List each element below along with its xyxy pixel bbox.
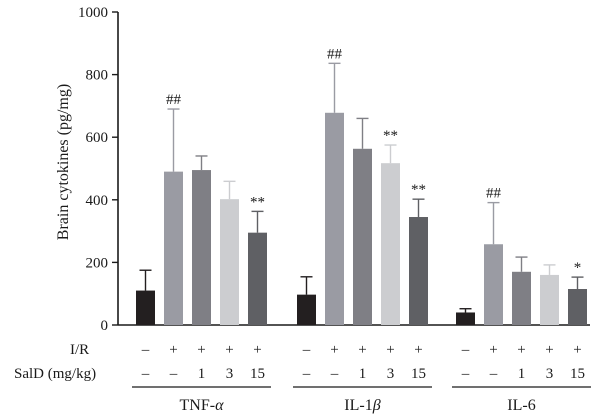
ir-row-value: – [461,342,470,358]
bar [381,163,400,325]
bars [136,62,587,325]
bar [297,294,316,325]
bar [512,271,531,325]
y-tick-label: 600 [86,130,109,146]
ir-row-value: + [197,342,205,358]
group-label: TNF-α [180,397,225,414]
y-tick-label: 1000 [78,5,108,21]
ir-row-value: + [414,342,422,358]
sald-row-value: 15 [570,366,585,382]
sald-row-value: – [141,366,150,382]
ir-row-value: + [489,342,497,358]
ir-row-value: + [330,342,338,358]
significance-marker: ** [250,194,265,210]
row-label-ir: I/R [70,342,89,358]
y-axis-label: Brain cytokines (pg/mg) [55,84,72,240]
significance-marker: ** [411,182,426,198]
group-label-main: IL-1 [344,397,372,414]
significance-marker: ## [166,92,182,108]
ir-row-value: + [169,342,177,358]
bar [325,112,344,325]
y-tick-label: 0 [101,318,109,334]
sald-row-value: 1 [198,366,206,382]
sald-row-value: 3 [387,366,395,382]
ir-row-value: – [141,342,150,358]
significance-marker: ## [486,186,502,202]
bar [353,148,372,325]
sald-row-value: 1 [359,366,367,382]
bar [220,199,239,325]
bar [456,312,475,325]
sald-row-value: 15 [250,366,265,382]
bar [568,289,587,325]
ir-row-value: + [253,342,261,358]
group-label: IL-6 [507,397,535,414]
y-tick-label: 400 [86,193,109,209]
sald-row-value: – [330,366,339,382]
sald-row-value: – [169,366,178,382]
y-tick-label: 200 [86,255,109,271]
bar [409,217,428,325]
bar [248,232,267,325]
group-label: IL-1β [344,397,380,414]
bar [540,274,559,325]
group-label-greek: β [372,397,381,414]
ir-row-value: + [573,342,581,358]
ir-row-value: + [358,342,366,358]
ir-row-value: – [302,342,311,358]
bar [192,170,211,325]
ir-row-value: + [386,342,394,358]
ir-row-value: + [225,342,233,358]
sald-row-value: – [302,366,311,382]
group-label-greek: α [215,397,224,414]
y-tick-label: 800 [86,68,109,84]
sald-row-value: 15 [411,366,426,382]
bar [484,244,503,325]
sald-row-value: 3 [546,366,554,382]
row-label-sald: SalD (mg/kg) [14,366,96,382]
significance-marker: ** [383,128,398,144]
sald-row-value: 3 [226,366,234,382]
annotations: ## ** ## ** ** ## * [166,46,581,276]
sald-row-value: – [489,366,498,382]
sald-row-value: 1 [518,366,526,382]
group-label-main: IL-6 [507,397,535,414]
bar [136,290,155,325]
bar [164,171,183,325]
significance-marker: ## [327,46,343,62]
ir-row-value: + [517,342,525,358]
group-label-main: TNF- [180,397,216,414]
ir-row-value: + [545,342,553,358]
significance-marker: * [574,260,582,276]
sald-row-value: – [461,366,470,382]
